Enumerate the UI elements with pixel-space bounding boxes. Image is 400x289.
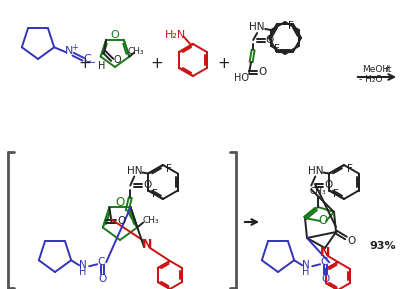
Text: 93%: 93% [370, 241, 396, 251]
Text: F: F [274, 44, 280, 54]
Text: H₂N: H₂N [164, 30, 186, 40]
Text: HN: HN [126, 166, 142, 175]
Text: F: F [333, 189, 339, 199]
Text: HN: HN [249, 22, 265, 32]
Text: O: O [324, 181, 332, 190]
Text: F: F [347, 164, 353, 174]
Text: O: O [111, 30, 119, 40]
Text: CH₃: CH₃ [128, 47, 144, 56]
Text: O: O [143, 181, 152, 190]
Text: CH₃: CH₃ [143, 216, 160, 225]
Text: +: + [79, 55, 91, 71]
Text: O: O [321, 274, 329, 284]
Text: F: F [288, 21, 294, 31]
Text: H: H [80, 267, 87, 277]
Text: N: N [320, 247, 330, 260]
Text: +: + [151, 55, 163, 71]
Text: H: H [98, 61, 106, 71]
Text: O: O [258, 67, 266, 77]
Text: O: O [347, 236, 355, 246]
Text: - H₂O: - H₂O [359, 75, 383, 84]
Text: O: O [117, 216, 126, 227]
Text: CH₃: CH₃ [310, 186, 326, 195]
Text: HN: HN [308, 166, 323, 175]
Text: MeOH: MeOH [362, 66, 390, 75]
Text: N: N [79, 260, 87, 270]
Text: +: + [218, 55, 230, 71]
Text: N: N [142, 238, 152, 251]
Text: F: F [152, 189, 158, 199]
Text: HO: HO [234, 73, 249, 83]
Text: N: N [65, 46, 73, 56]
Text: O: O [265, 35, 273, 45]
Text: O: O [115, 195, 125, 208]
Text: C: C [83, 54, 91, 64]
Text: −: − [88, 58, 96, 68]
Text: H: H [302, 267, 310, 277]
Text: C: C [320, 257, 328, 267]
Text: F: F [166, 164, 172, 174]
Text: N: N [302, 260, 310, 270]
Text: +: + [71, 43, 78, 52]
Text: rt: rt [384, 66, 391, 75]
Text: O: O [113, 55, 121, 65]
Text: O: O [318, 214, 328, 227]
Text: C: C [98, 257, 105, 267]
Text: O: O [98, 274, 106, 284]
